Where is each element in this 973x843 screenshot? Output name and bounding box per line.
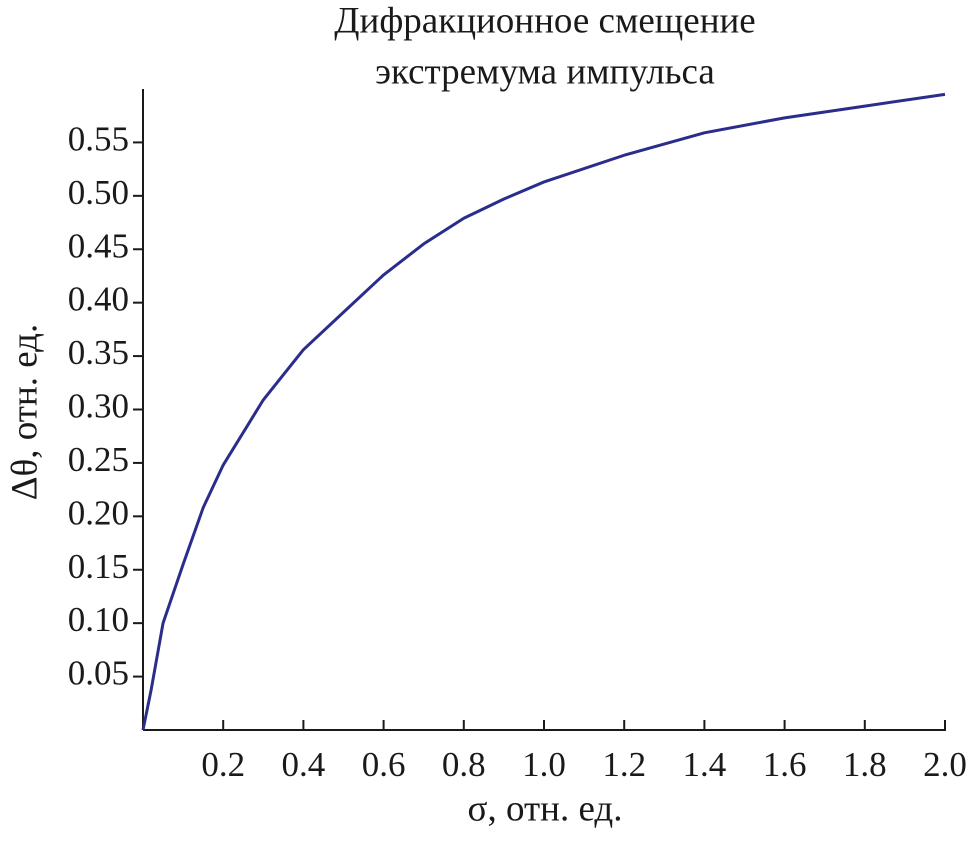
x-tick-label: 0.8 [442, 745, 486, 784]
x-tick-label: 1.0 [522, 745, 566, 784]
y-tick-label: 0.50 [68, 173, 129, 212]
y-tick-label: 0.55 [68, 119, 129, 158]
x-tick-label: 1.4 [683, 745, 727, 784]
chart-title: Дифракционное смещение [334, 0, 755, 41]
x-tick-label: 1.6 [763, 745, 807, 784]
x-tick-label: 1.2 [602, 745, 646, 784]
x-tick-label: 0.4 [282, 745, 326, 784]
y-tick-label: 0.10 [68, 600, 129, 639]
data-line [141, 92, 946, 731]
y-tick-label: 0.20 [68, 493, 129, 532]
y-tick-label: 0.45 [68, 226, 129, 265]
y-tick-label: 0.35 [68, 333, 129, 372]
y-tick-label: 0.30 [68, 387, 129, 426]
x-tick-label: 2.0 [923, 745, 967, 784]
y-axis-label: Δθ, отн. ед. [4, 324, 45, 501]
y-tick-label: 0.40 [68, 280, 129, 319]
y-tick-label: 0.25 [68, 440, 129, 479]
x-tick-label: 1.8 [843, 745, 887, 784]
y-tick-label: 0.05 [68, 654, 129, 693]
x-tick-label: 0.2 [201, 745, 245, 784]
x-axis-label: σ, отн. ед. [468, 788, 623, 829]
x-tick-label: 0.6 [362, 745, 406, 784]
chart-title: экстремума импульса [375, 51, 715, 92]
y-tick-label: 0.15 [68, 547, 129, 586]
